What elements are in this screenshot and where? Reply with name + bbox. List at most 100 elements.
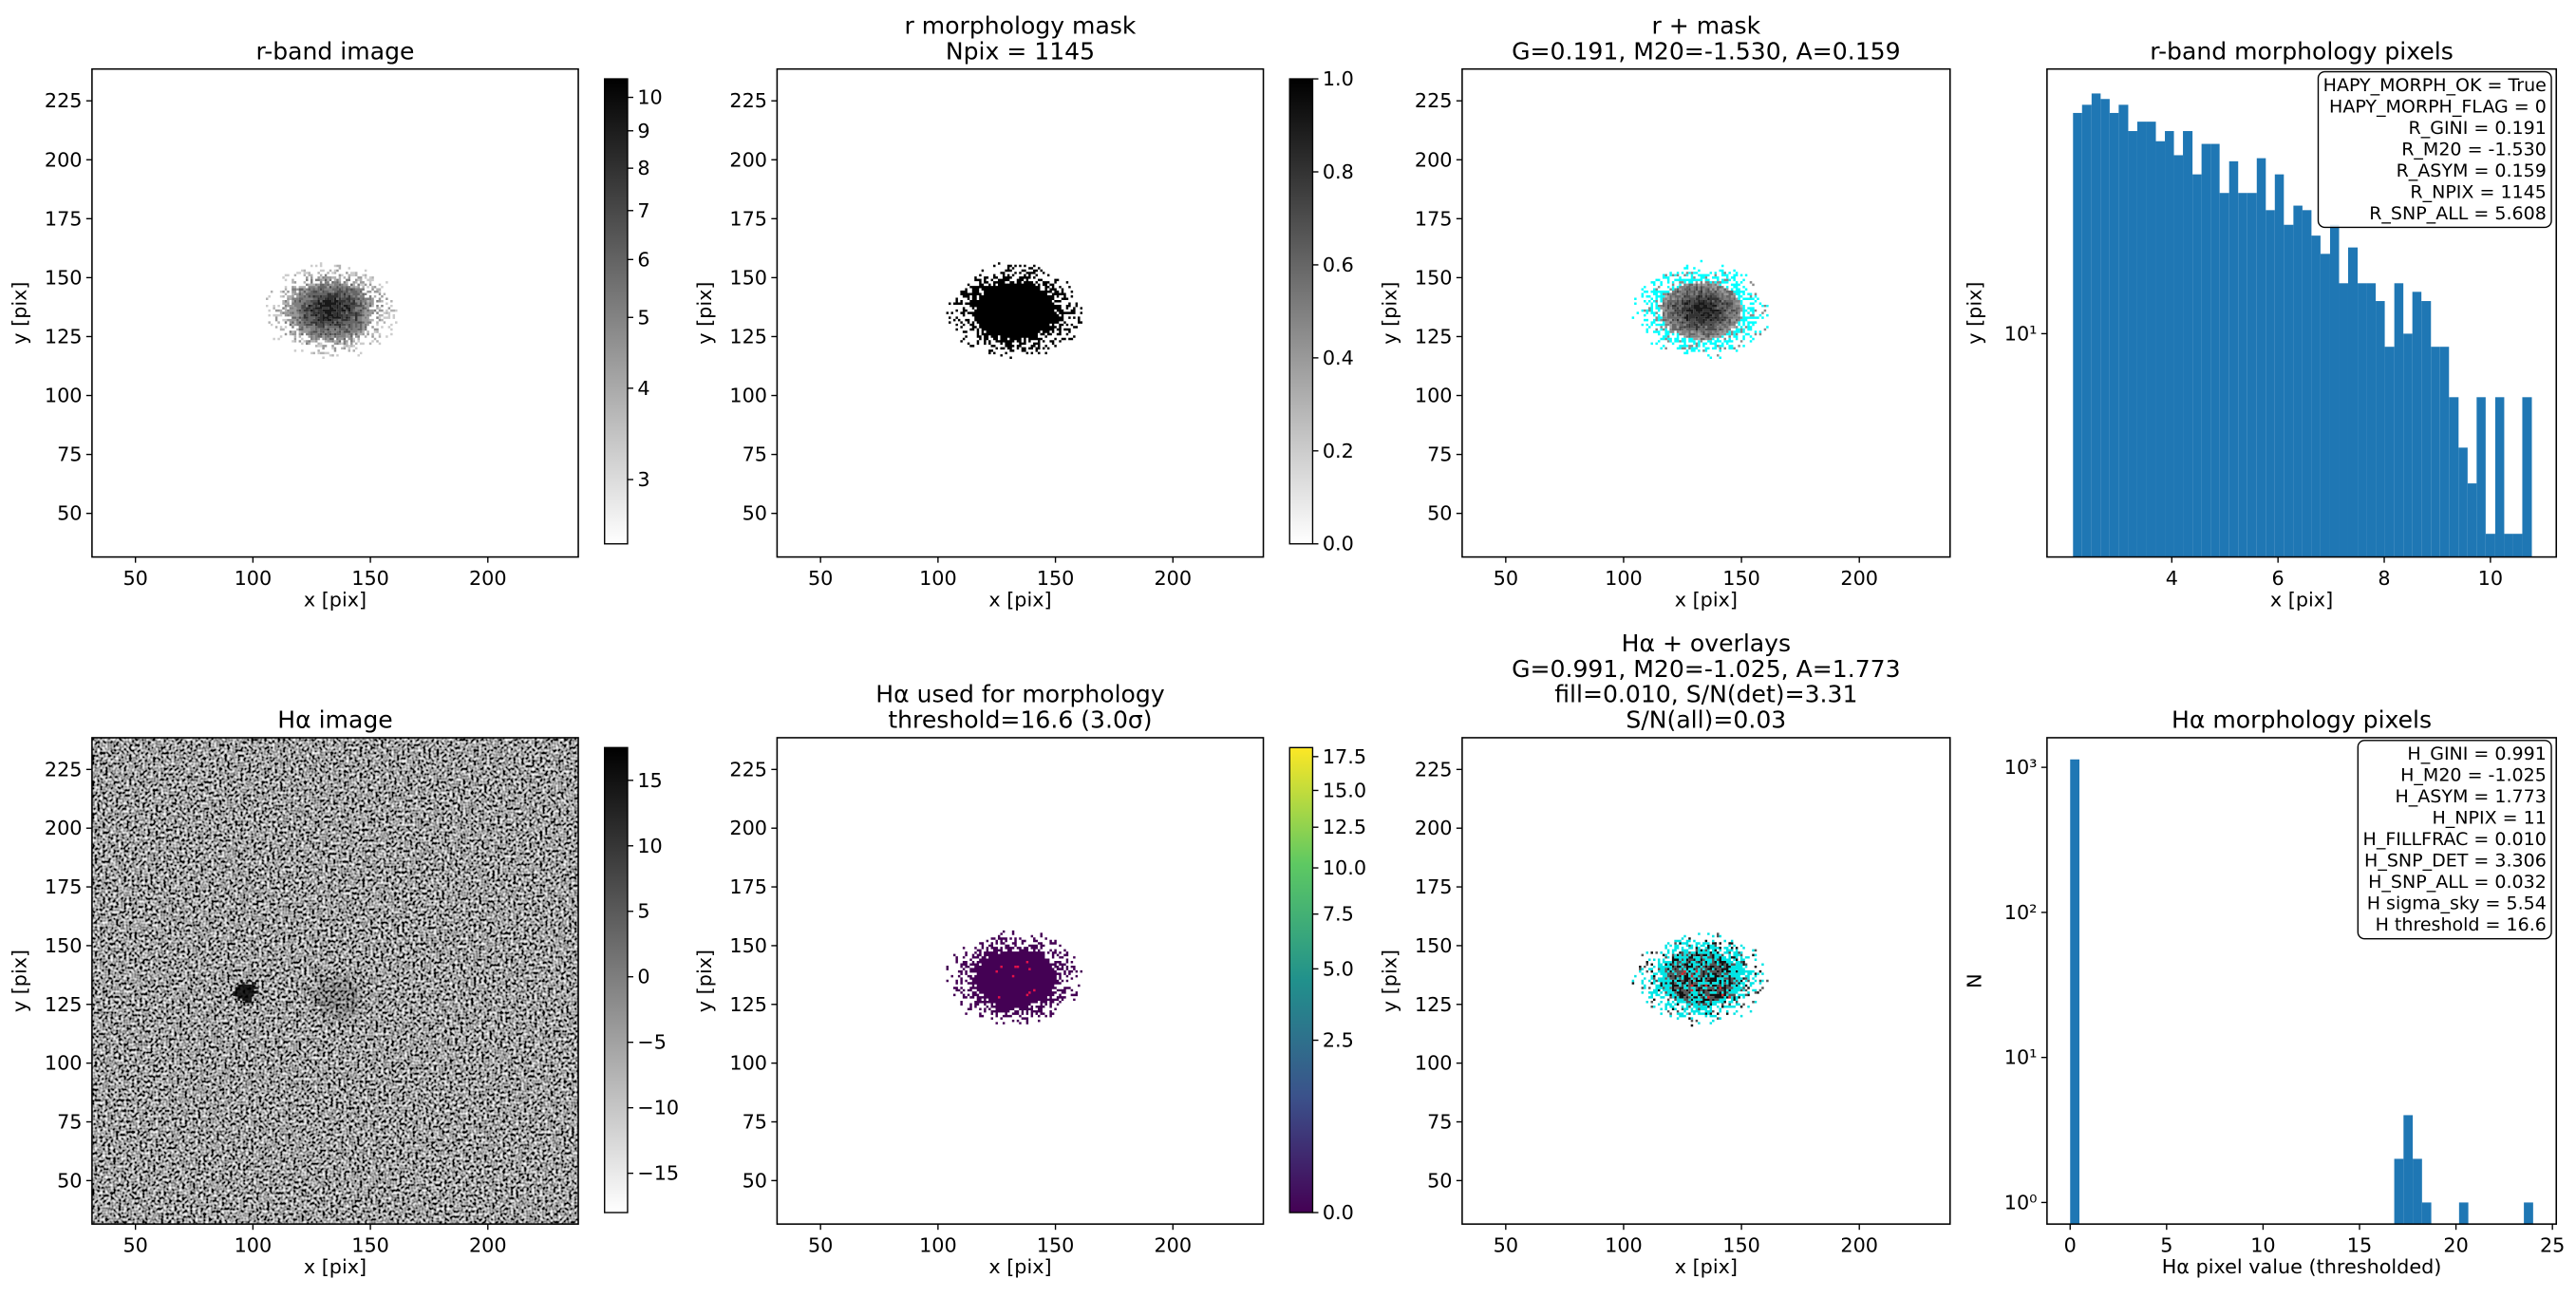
bar xyxy=(2173,155,2184,557)
plot-area xyxy=(2070,759,2533,1225)
colorbar-tick-label: −15 xyxy=(637,1162,679,1185)
y-axis-label: N xyxy=(1964,973,1986,988)
bar xyxy=(2091,93,2101,557)
colorbar-tick-label: 7.5 xyxy=(1323,903,1354,926)
x-tick-label: 10 xyxy=(2478,567,2503,590)
y-axis-label: y [pix] xyxy=(693,950,716,1012)
detected-pixel xyxy=(1000,965,1003,969)
bar xyxy=(2210,143,2220,557)
x-tick-label: 50 xyxy=(808,1234,833,1257)
stats-box-frame xyxy=(2357,740,2552,940)
y-tick-label: 75 xyxy=(1427,443,1452,466)
bar xyxy=(2302,210,2312,557)
bar xyxy=(2494,397,2505,557)
bar xyxy=(2413,1158,2422,1225)
y-tick-label: 125 xyxy=(729,993,767,1016)
stats-line: R_ASYM = 0.159 xyxy=(2397,160,2547,181)
x-tick-label: 15 xyxy=(2347,1234,2372,1257)
bar xyxy=(2524,1202,2533,1225)
y-tick-label: 150 xyxy=(45,266,83,289)
x-tick-label: 200 xyxy=(469,567,507,590)
bar xyxy=(2403,1115,2414,1225)
detected-pixel xyxy=(1014,965,1017,969)
colorbar-tick-label: 5 xyxy=(637,900,649,923)
y-tick-label: 75 xyxy=(57,443,82,466)
axes-frame xyxy=(2046,737,2558,1225)
plot-area xyxy=(2073,93,2532,557)
y-tick-label: 225 xyxy=(45,758,83,781)
bar xyxy=(2394,283,2404,557)
image-pixels xyxy=(1671,291,1729,331)
y-tick-label: 50 xyxy=(1427,1169,1452,1192)
bar xyxy=(2293,205,2303,557)
y-tick-label: 200 xyxy=(1415,148,1453,171)
detected-pixel xyxy=(1720,993,1724,997)
plot-area xyxy=(946,262,1083,360)
image-pixels xyxy=(1631,932,1764,1025)
colorbar-tick-label: 15.0 xyxy=(1323,779,1366,801)
stats-line: H_SNP_ALL = 0.032 xyxy=(2368,872,2547,893)
y-tick-label: 125 xyxy=(729,325,767,348)
bar xyxy=(2522,397,2532,557)
y-tick-label: 175 xyxy=(1415,207,1453,230)
x-tick-label: 5 xyxy=(2160,1234,2172,1257)
y-tick-label: 175 xyxy=(729,207,767,230)
stats-line: R_SNP_ALL = 5.608 xyxy=(2369,203,2547,224)
image-pixels xyxy=(233,979,259,1004)
image-pixels xyxy=(1683,295,1721,324)
x-axis-label: x [pix] xyxy=(988,589,1051,611)
x-tick-label: 50 xyxy=(1494,1234,1518,1257)
x-tick-label: 150 xyxy=(1722,567,1760,590)
y-tick-label: 100 xyxy=(45,1052,83,1075)
axes-frame xyxy=(91,67,579,558)
axes-frame xyxy=(91,737,579,1225)
y-axis-label: y [pix] xyxy=(1379,950,1401,1012)
x-tick-label: 200 xyxy=(1840,567,1878,590)
bar xyxy=(2284,224,2294,557)
bar xyxy=(2366,283,2377,557)
y-tick-label: 200 xyxy=(45,148,83,171)
bar xyxy=(2192,174,2202,557)
x-tick-label: 50 xyxy=(122,567,147,590)
colorbar-tick-label: 17.5 xyxy=(1323,745,1366,768)
colorbar-tick-label: 0.2 xyxy=(1323,440,1354,462)
y-tick-label: 50 xyxy=(743,1169,767,1192)
detected-pixel xyxy=(997,996,1001,999)
detected-pixel xyxy=(1681,972,1684,975)
detected-pixel xyxy=(1707,996,1710,999)
x-axis-label: Hα pixel value (thresholded) xyxy=(2162,1255,2442,1278)
stats-line: H_ASYM = 1.773 xyxy=(2395,786,2546,807)
y-tick-label: 10¹ xyxy=(2004,322,2038,345)
bar xyxy=(2256,158,2266,557)
bar xyxy=(2118,104,2129,557)
colorbar-tick-label: 10.0 xyxy=(1323,856,1366,879)
stats-line: R_M20 = -1.530 xyxy=(2401,139,2547,160)
detected-pixel xyxy=(1728,996,1731,999)
plot-area xyxy=(1631,259,1769,360)
colorbar-tick-label: 0.6 xyxy=(1323,254,1354,276)
y-axis-label: y [pix] xyxy=(693,281,716,344)
bar xyxy=(2449,397,2459,557)
x-tick-label: 200 xyxy=(1154,567,1192,590)
bar xyxy=(2421,301,2432,557)
x-tick-label: 150 xyxy=(1037,567,1075,590)
chart-title: r morphology mask xyxy=(905,11,1137,39)
detected-pixel xyxy=(995,969,998,973)
bar xyxy=(2458,1202,2469,1225)
colorbar-tick-label: 0.8 xyxy=(1323,160,1354,183)
stats-line: H_SNP_DET = 3.306 xyxy=(2364,851,2547,872)
plot-area xyxy=(91,737,579,1225)
y-tick-label: 225 xyxy=(729,758,767,781)
x-tick-label: 8 xyxy=(2378,567,2390,590)
y-tick-label: 175 xyxy=(45,875,83,898)
colorbar-tick-label: −5 xyxy=(637,1031,667,1054)
colorbar-tick-label: 6 xyxy=(637,248,649,271)
y-tick-label: 225 xyxy=(45,89,83,112)
x-tick-label: 200 xyxy=(1154,1234,1192,1257)
y-tick-label: 50 xyxy=(1427,502,1452,525)
colorbar-tick-label: 7 xyxy=(637,199,649,222)
colorbar-tick-label: 10 xyxy=(637,86,662,109)
colorbar xyxy=(1288,78,1314,545)
